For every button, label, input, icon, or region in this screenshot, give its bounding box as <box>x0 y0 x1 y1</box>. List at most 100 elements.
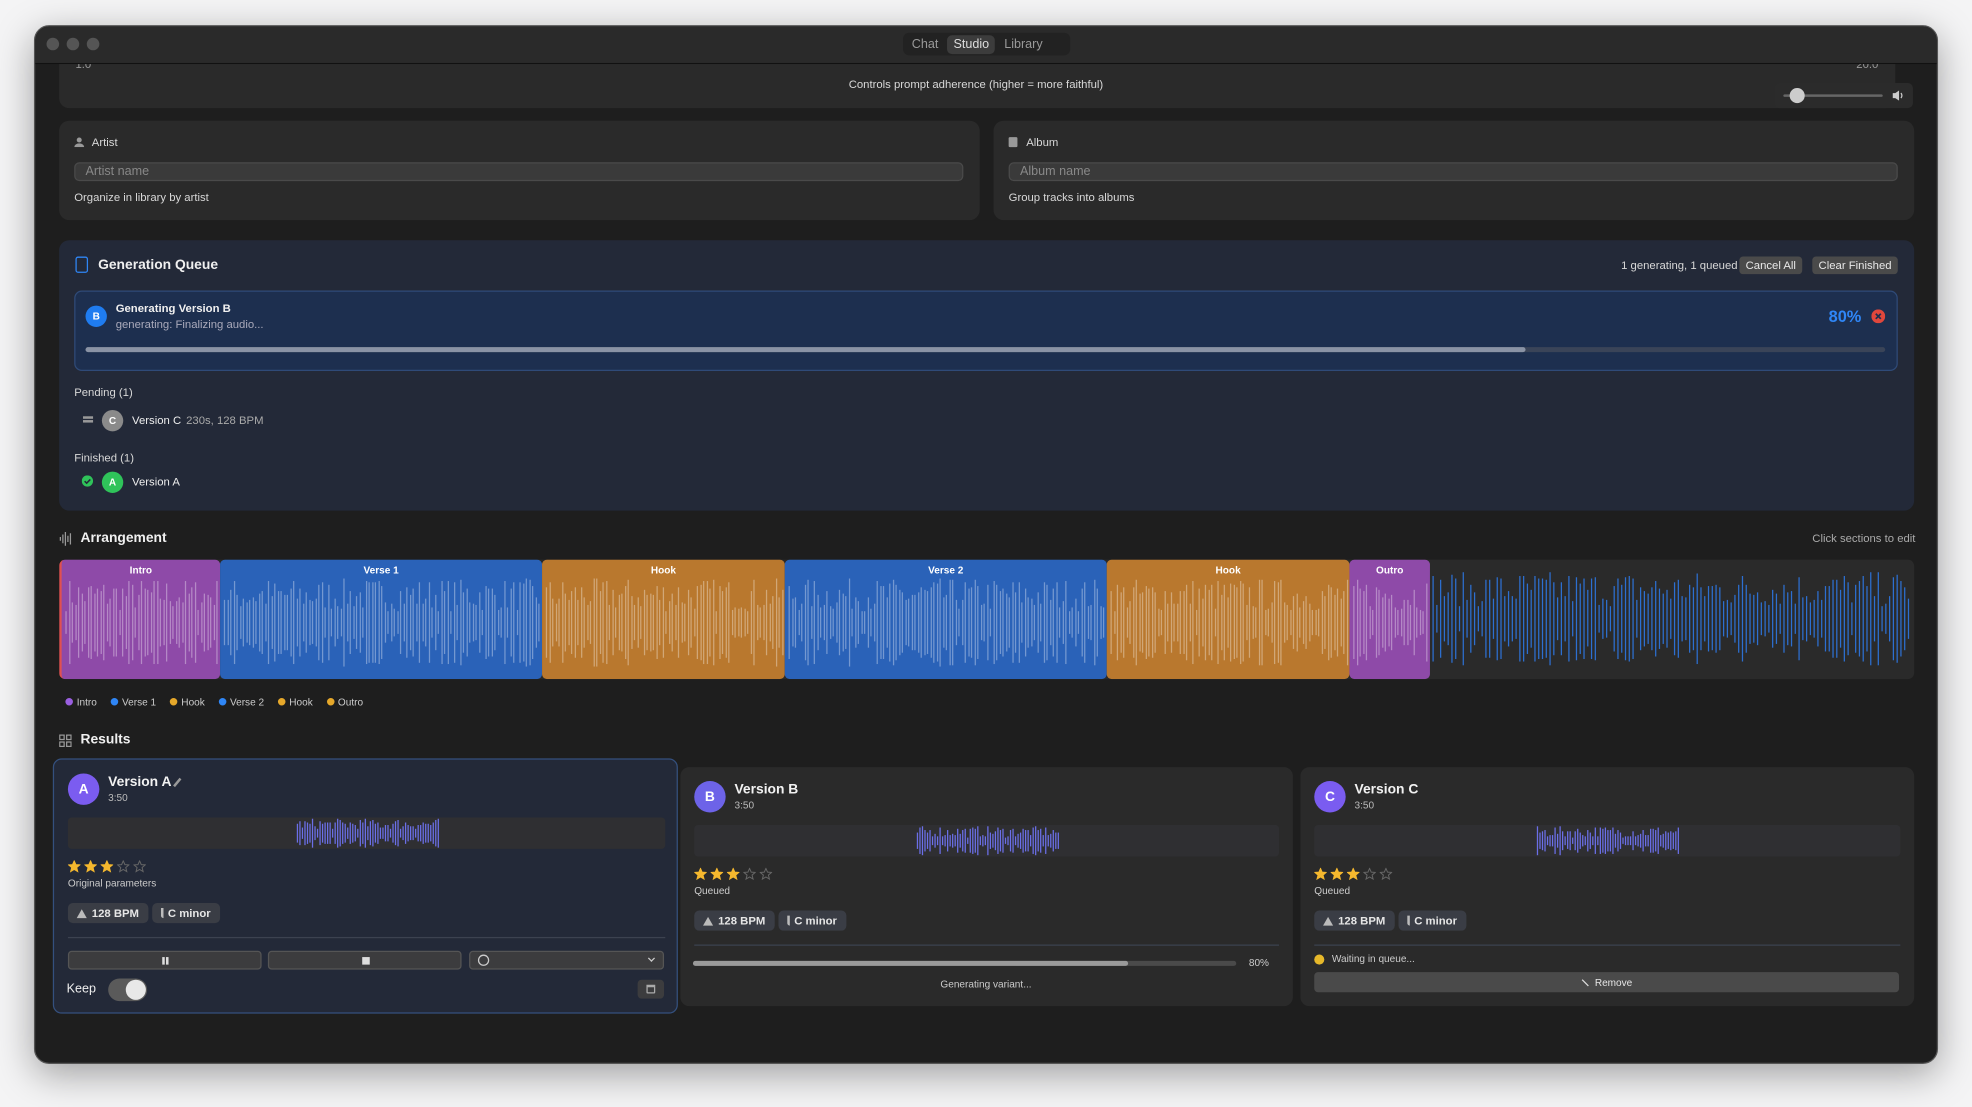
metronome-icon <box>703 916 714 926</box>
waveform-bar <box>1043 581 1045 664</box>
waveform-bar <box>1138 593 1141 652</box>
waveform-bar <box>826 591 828 654</box>
waveform-bar <box>1614 834 1617 848</box>
cancel-job-button[interactable] <box>1871 309 1886 324</box>
waveform-bar <box>412 588 414 657</box>
waveform-bar <box>570 590 573 655</box>
star[interactable] <box>759 867 773 881</box>
result-card[interactable]: A Version A 3:50 Original parameters 128 BPM… <box>52 758 678 1014</box>
keep-toggle[interactable] <box>108 978 148 1002</box>
waveform-bar <box>1624 576 1627 661</box>
waveform-bar <box>1745 584 1747 654</box>
waveform-bar <box>1129 600 1131 645</box>
remove-button[interactable]: Remove <box>1314 972 1900 993</box>
waveform-bar <box>175 601 177 644</box>
pause-button[interactable] <box>67 950 262 970</box>
waveform-bar <box>311 600 314 645</box>
timeline: Intro Verse 1 Hook Verse 2 Hook Outro <box>59 559 1915 680</box>
star[interactable] <box>1363 867 1376 881</box>
star[interactable] <box>710 867 724 881</box>
waveform-bar <box>1031 827 1034 855</box>
waveform-bar <box>242 598 244 647</box>
tab[interactable]: Chat <box>911 37 939 51</box>
waveform-bar <box>403 603 405 642</box>
star[interactable] <box>694 867 707 881</box>
waveform-bar <box>762 604 765 641</box>
waveform-bar <box>296 598 298 647</box>
waveform-bar <box>693 609 695 637</box>
waveform-bar <box>364 818 366 848</box>
results-title: Results <box>80 731 131 748</box>
waveform-bar <box>308 599 311 646</box>
star[interactable] <box>1330 867 1344 881</box>
waveform-bar <box>1805 596 1808 642</box>
minimize-button[interactable] <box>66 37 80 51</box>
edit-icon[interactable] <box>173 777 181 787</box>
section[interactable]: Intro <box>59 559 221 680</box>
waveform-bar <box>1002 588 1004 658</box>
volume-control[interactable] <box>1774 83 1913 109</box>
section[interactable]: Hook <box>542 559 785 680</box>
active-avatar: B <box>85 305 107 327</box>
waveform-bar <box>313 826 316 841</box>
cancel-all-button[interactable]: Cancel All <box>1739 256 1803 275</box>
waveform-bar <box>434 595 436 650</box>
star[interactable] <box>100 860 114 873</box>
waveform-bar <box>109 599 111 646</box>
waveform-bar <box>327 584 329 661</box>
tab[interactable]: Studio <box>947 34 996 54</box>
star[interactable] <box>1314 867 1327 881</box>
tab[interactable]: Library <box>1004 37 1043 51</box>
waveform-bar <box>781 589 783 656</box>
result-card[interactable]: B Version B 3:50 Queued 128 BPM C minor 80% Gen… <box>680 767 1293 1007</box>
waveform-bar <box>743 608 746 637</box>
waveform-bar <box>1546 836 1549 846</box>
star[interactable] <box>67 860 81 873</box>
waveform-bar <box>1655 829 1657 852</box>
waveform-bar <box>996 828 998 854</box>
waveform-bar <box>1877 571 1879 666</box>
star[interactable] <box>1346 867 1360 881</box>
waveform-bar <box>1545 580 1547 658</box>
volume-knob[interactable] <box>1789 88 1805 104</box>
close-button[interactable] <box>46 37 60 51</box>
waveform-bar <box>1589 832 1591 850</box>
artist-input[interactable]: Artist name <box>74 162 964 182</box>
section[interactable]: Verse 2 <box>784 559 1107 680</box>
star[interactable] <box>1379 867 1393 881</box>
card-waveform <box>67 817 666 849</box>
waveform-bar <box>920 587 922 658</box>
star[interactable] <box>133 860 146 873</box>
clear-finished-button[interactable]: Clear Finished <box>1812 256 1898 275</box>
section[interactable]: Hook <box>1106 559 1350 680</box>
waveform-bar <box>1251 606 1254 639</box>
star[interactable] <box>84 860 97 873</box>
waveform-bar <box>419 824 421 842</box>
waveform-bar <box>1126 607 1128 638</box>
waveform-bar <box>255 600 257 645</box>
zoom-button[interactable] <box>86 37 100 51</box>
card-status: Queued <box>1314 885 1351 897</box>
waveform-bar <box>552 598 554 647</box>
stop-button[interactable] <box>267 950 462 970</box>
delete-button[interactable] <box>637 979 665 999</box>
waveform-bar <box>1677 579 1679 658</box>
waveform-bar <box>1432 576 1434 662</box>
card-duration: 3:50 <box>734 799 755 812</box>
star[interactable] <box>743 867 756 881</box>
section[interactable]: Outro <box>1349 559 1430 680</box>
star[interactable] <box>116 860 130 873</box>
waveform-bar <box>1515 598 1517 640</box>
download-button[interactable] <box>469 950 665 970</box>
star[interactable] <box>726 867 740 881</box>
waveform-bar <box>443 590 446 655</box>
drag-handle[interactable] <box>83 416 94 419</box>
section[interactable]: Verse 1 <box>220 559 543 680</box>
waveform-bar <box>338 820 341 846</box>
waveform-bar <box>926 590 929 655</box>
waveform-bar <box>567 599 570 646</box>
album-input[interactable]: Album name <box>1008 162 1898 182</box>
waveform-bar <box>1242 583 1244 662</box>
waveform-bar <box>1866 586 1868 652</box>
result-card[interactable]: C Version C 3:50 Queued 128 BPM C minor Waitin… <box>1300 767 1915 1007</box>
